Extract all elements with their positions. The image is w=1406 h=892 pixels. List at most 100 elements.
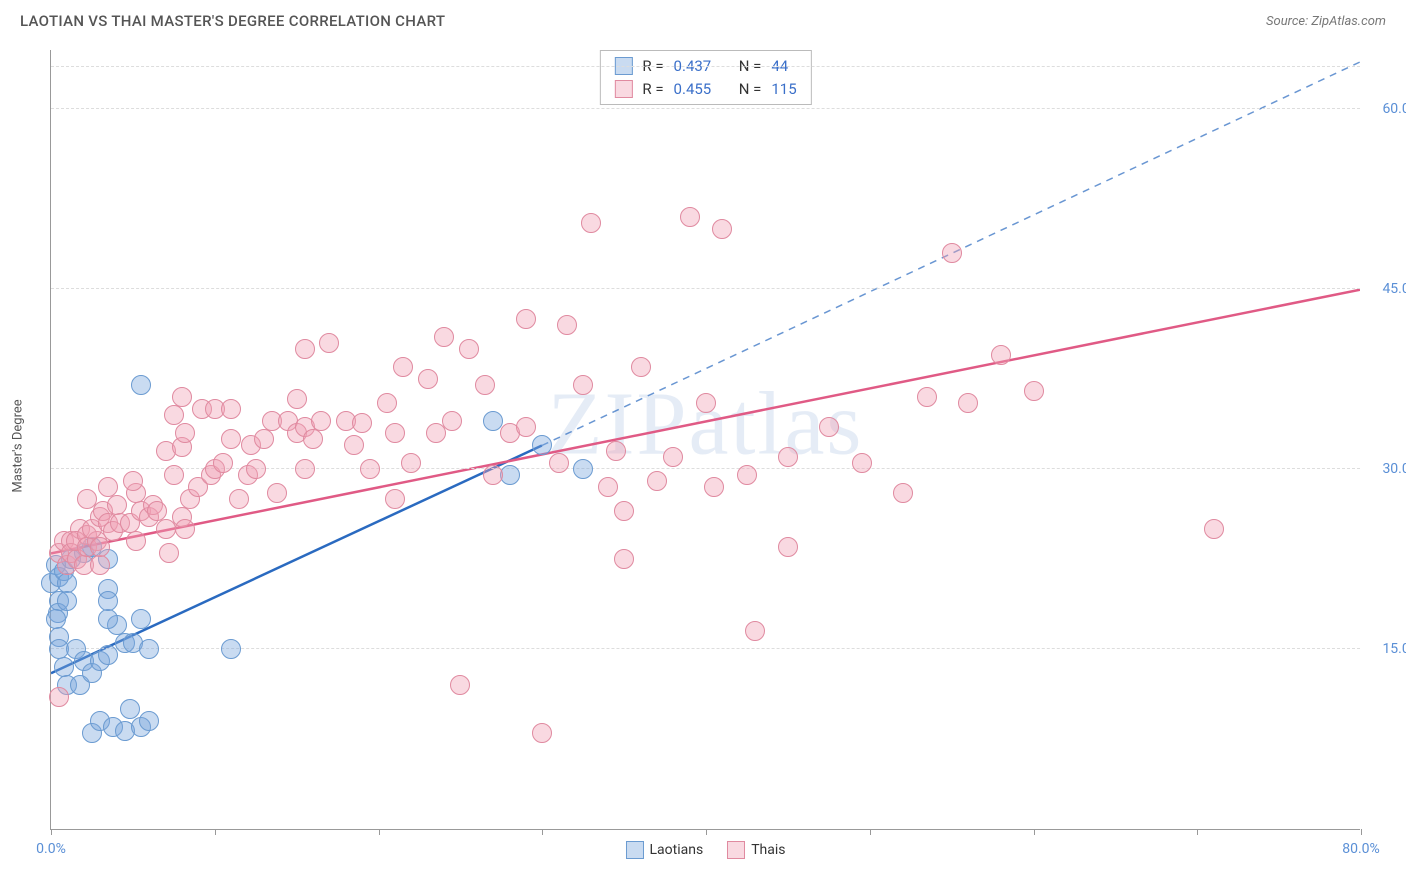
grid-line [51,288,1360,289]
scatter-point [778,447,798,467]
scatter-point [385,489,405,509]
stats-box: R =0.437 N =44R =0.455 N =115 [599,50,811,105]
x-tick [870,829,871,835]
scatter-point [532,723,552,743]
scatter-point [221,639,241,659]
y-tick-label: 60.0% [1382,101,1406,117]
scatter-point [606,441,626,461]
scatter-point [680,207,700,227]
scatter-point [459,339,479,359]
x-tick [1034,829,1035,835]
scatter-point [1204,519,1224,539]
scatter-point [573,375,593,395]
scatter-point [696,393,716,413]
x-tick [542,829,543,835]
x-tick-label: 80.0% [1342,841,1380,857]
scatter-point [98,477,118,497]
scatter-point [360,459,380,479]
scatter-point [573,459,593,479]
scatter-point [483,465,503,485]
legend-label: Thais [751,842,785,858]
scatter-point [57,591,77,611]
grid-line [51,66,1360,67]
scatter-point [221,429,241,449]
legend-label: Laotians [649,842,703,858]
scatter-point [344,435,364,455]
scatter-point [107,495,127,515]
scatter-point [164,405,184,425]
scatter-point [175,423,195,443]
scatter-point [229,489,249,509]
x-tick [379,829,380,835]
scatter-point [131,609,151,629]
scatter-point [434,327,454,347]
scatter-point [614,501,634,521]
scatter-point [295,339,315,359]
x-tick [706,829,707,835]
scatter-point [401,453,421,473]
scatter-point [917,387,937,407]
bottom-legend: Laotians Thais [625,841,785,859]
scatter-point [46,609,66,629]
scatter-point [819,417,839,437]
scatter-point [450,675,470,695]
scatter-point [311,411,331,431]
scatter-point [557,315,577,335]
stat-r-label: R = [642,78,663,101]
scatter-point [159,543,179,563]
legend-swatch-icon [625,841,643,859]
scatter-point [1024,381,1044,401]
source-label: Source: ZipAtlas.com [1266,14,1386,29]
stats-row: R = 0.455 N = 115 [614,78,796,101]
y-tick-label: 30.0% [1382,461,1406,477]
legend-swatch-icon [614,80,632,98]
scatter-point [98,609,118,629]
scatter-point [778,537,798,557]
scatter-point [287,389,307,409]
scatter-point [139,639,159,659]
scatter-point [704,477,724,497]
scatter-point [745,621,765,641]
scatter-point [893,483,913,503]
scatter-point [737,465,757,485]
scatter-point [164,465,184,485]
scatter-point [631,357,651,377]
scatter-point [581,213,601,233]
scatter-point [852,453,872,473]
y-tick-label: 15.0% [1382,641,1406,657]
chart-plot-area: ZIPatlas R =0.437 N =44R =0.455 N =115 L… [50,50,1360,830]
scatter-point [442,411,462,431]
scatter-point [172,387,192,407]
x-tick [51,829,52,835]
chart-title: LAOTIAN VS THAI MASTER'S DEGREE CORRELAT… [20,12,445,30]
scatter-point [98,591,118,611]
x-tick [215,829,216,835]
scatter-point [393,357,413,377]
scatter-point [614,549,634,569]
scatter-point [319,333,339,353]
scatter-point [131,375,151,395]
x-tick [1361,829,1362,835]
scatter-point [958,393,978,413]
scatter-point [385,423,405,443]
legend-item: Laotians [625,841,703,859]
scatter-point [532,435,552,455]
scatter-point [712,219,732,239]
grid-line [51,648,1360,649]
scatter-point [126,531,146,551]
scatter-point [418,369,438,389]
grid-line [51,108,1360,109]
scatter-point [295,459,315,479]
scatter-point [246,459,266,479]
scatter-point [303,429,323,449]
scatter-point [647,471,667,491]
scatter-point [49,687,69,707]
scatter-point [175,519,195,539]
scatter-point [991,345,1011,365]
stat-n-label: N = [739,78,762,101]
stat-n-value: 115 [771,78,796,101]
scatter-point [377,393,397,413]
stat-r-value: 0.455 [674,78,712,101]
scatter-point [139,711,159,731]
scatter-point [54,657,74,677]
